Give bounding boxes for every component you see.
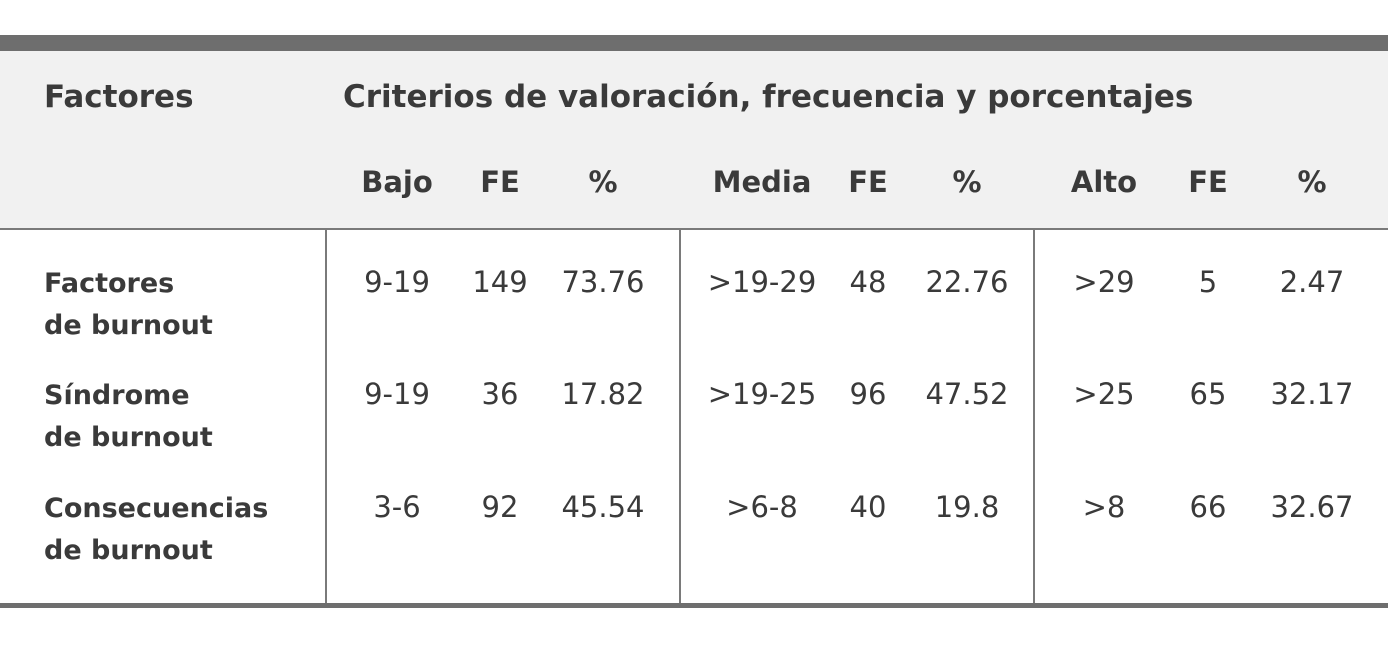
- row-label: de burnout: [44, 310, 213, 341]
- column-header: FE: [848, 165, 888, 199]
- cell: 32.67: [1270, 490, 1354, 524]
- cell: 32.17: [1270, 377, 1354, 411]
- column-header: %: [952, 165, 982, 199]
- cell: 73.76: [561, 265, 645, 299]
- cell: 45.54: [561, 490, 645, 524]
- cell: >19-25: [707, 377, 817, 411]
- cell: 22.76: [925, 265, 1009, 299]
- row-label: Consecuencias: [44, 493, 269, 524]
- row-label: Factores: [44, 268, 175, 299]
- column-header: %: [588, 165, 618, 199]
- cell: 96: [849, 377, 887, 411]
- cell: 9-19: [364, 377, 430, 411]
- column-header: Bajo: [361, 165, 433, 199]
- cell: >29: [1073, 265, 1135, 299]
- header-rule: [0, 228, 1388, 230]
- column-divider: [325, 229, 327, 604]
- cell: 47.52: [925, 377, 1009, 411]
- column-header: FE: [480, 165, 520, 199]
- top-rule: [0, 35, 1388, 51]
- column-divider: [679, 229, 681, 604]
- cell: 17.82: [561, 377, 645, 411]
- cell: 5: [1198, 265, 1218, 299]
- row-label: Síndrome: [44, 380, 190, 411]
- cell: 65: [1189, 377, 1227, 411]
- factor-header: Factores: [44, 79, 194, 115]
- cell: 92: [481, 490, 519, 524]
- row-label: de burnout: [44, 422, 213, 453]
- bottom-rule: [0, 603, 1388, 608]
- cell: >19-29: [707, 265, 817, 299]
- cell: 36: [481, 377, 519, 411]
- cell: 9-19: [364, 265, 430, 299]
- row-label: de burnout: [44, 535, 213, 566]
- cell: 66: [1189, 490, 1227, 524]
- column-divider: [1033, 229, 1035, 604]
- column-header: Media: [712, 165, 812, 199]
- cell: 48: [849, 265, 887, 299]
- column-header: FE: [1188, 165, 1228, 199]
- column-header: %: [1297, 165, 1327, 199]
- cell: >25: [1073, 377, 1135, 411]
- header-background: [0, 51, 1388, 228]
- cell: 3-6: [373, 490, 421, 524]
- cell: 19.8: [934, 490, 1000, 524]
- cell: >8: [1082, 490, 1126, 524]
- column-header: Alto: [1070, 165, 1138, 199]
- cell: 2.47: [1279, 265, 1345, 299]
- cell: 40: [849, 490, 887, 524]
- table-title: Criterios de valoración, frecuencia y po…: [343, 79, 1194, 115]
- cell: 149: [472, 265, 528, 299]
- cell: >6-8: [726, 490, 798, 524]
